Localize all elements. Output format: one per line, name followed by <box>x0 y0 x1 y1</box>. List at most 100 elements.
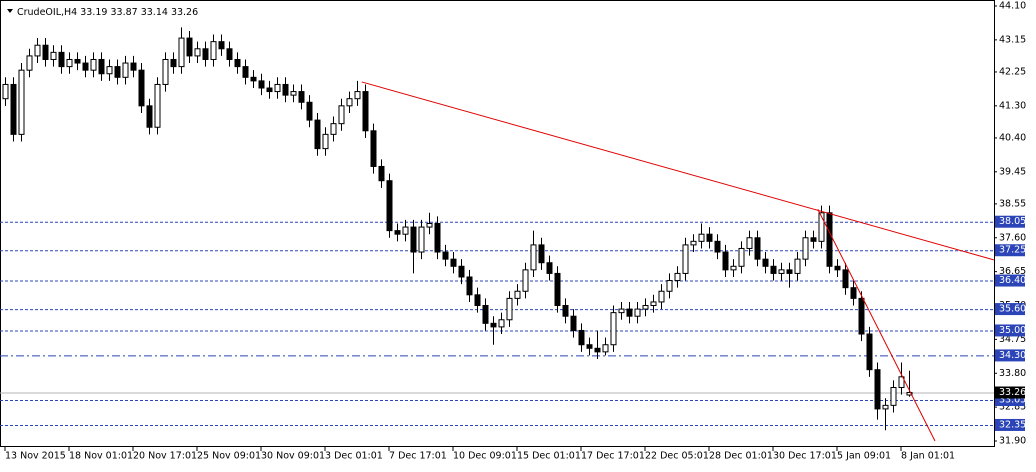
candle-body <box>866 333 873 371</box>
candle-body <box>658 290 665 303</box>
y-tick-label: 39.45 <box>999 166 1026 177</box>
candle-body <box>666 280 673 292</box>
candle-body <box>466 276 473 296</box>
x-tick-label: 20 Nov 17:01 <box>133 451 197 462</box>
candle-body <box>794 258 801 274</box>
candle-body <box>738 247 745 267</box>
plot-frame <box>0 0 995 447</box>
candle-body <box>778 269 785 274</box>
candle-body <box>850 287 857 299</box>
candle-body <box>762 258 769 267</box>
candle-body <box>370 130 377 167</box>
candle-body <box>514 290 521 299</box>
candle-body <box>50 51 57 60</box>
candle-body <box>170 58 177 68</box>
symbol: CrudeOIL,H4 <box>17 7 77 18</box>
candle-body <box>146 105 153 128</box>
price-box-label: 38.05 <box>999 216 1026 227</box>
candle-body <box>506 297 513 321</box>
price-box <box>995 274 1025 287</box>
candle-body <box>138 69 145 107</box>
price-box-label: 35.00 <box>999 325 1026 336</box>
candle-body <box>498 319 505 328</box>
x-tick-label: 10 Dec 09:01 <box>453 451 517 462</box>
candle-body <box>402 226 409 235</box>
candle-body <box>906 392 913 396</box>
candle-body <box>290 91 297 96</box>
candle-body <box>770 265 777 274</box>
price-box-label: 34.30 <box>999 350 1026 361</box>
price-box <box>995 215 1025 228</box>
y-tick-label: 36.65 <box>999 266 1026 277</box>
plot-area <box>0 27 994 442</box>
candle-body <box>858 297 865 335</box>
x-tick-label: 7 Dec 17:01 <box>389 451 447 462</box>
x-tick-label: 3 Dec 01:01 <box>325 451 383 462</box>
candle-body <box>434 223 441 253</box>
candle-body <box>98 58 105 75</box>
candle-body <box>234 58 241 68</box>
candle-body <box>226 48 233 60</box>
candle-body <box>826 212 833 267</box>
price-box-label: 37.25 <box>999 245 1026 256</box>
candle-body <box>786 269 793 274</box>
candle-body <box>746 237 753 249</box>
candle-body <box>714 240 721 253</box>
candle-body <box>562 305 569 317</box>
candle-body <box>26 55 33 71</box>
candle-body <box>618 308 625 314</box>
ohlc-high: 33.87 <box>110 7 137 18</box>
candle-body <box>834 265 841 271</box>
candle-body <box>730 265 737 271</box>
candle-body <box>122 62 129 78</box>
candle-body <box>530 244 537 271</box>
candle-body <box>186 37 193 57</box>
candle-body <box>42 44 49 60</box>
candle-body <box>362 91 369 132</box>
candle-body <box>330 123 337 135</box>
x-tick-label: 5 Jan 09:01 <box>837 451 891 462</box>
candle-body <box>82 62 89 71</box>
trendline <box>361 81 994 261</box>
candle-body <box>634 308 641 317</box>
candle-body <box>314 119 321 150</box>
candle-body <box>250 76 257 82</box>
candle-body <box>698 233 705 242</box>
candle-body <box>106 66 113 75</box>
candle-body <box>194 48 201 57</box>
y-tick-label: 42.25 <box>999 66 1026 77</box>
candle-body <box>162 58 169 85</box>
y-tick-label: 43.15 <box>999 34 1026 45</box>
candle-body <box>898 376 905 389</box>
candle-body <box>218 41 225 50</box>
candle-body <box>66 58 73 68</box>
price-box-label: 33.26 <box>999 387 1026 398</box>
candle-body <box>842 269 849 289</box>
price-box-label: 36.40 <box>999 275 1026 286</box>
candle-body <box>34 44 41 57</box>
x-tick-label: 30 Nov 09:01 <box>261 451 325 462</box>
candle-body <box>578 329 585 346</box>
candle-body <box>178 37 185 68</box>
candle-body <box>482 305 489 324</box>
candle-body <box>154 83 161 128</box>
price-box <box>995 418 1025 431</box>
candle-body <box>674 272 681 282</box>
candle-body <box>130 62 137 71</box>
y-tick-label: 34.75 <box>999 334 1026 345</box>
candle-body <box>274 83 281 93</box>
candle-body <box>354 91 361 100</box>
menu-arrow[interactable] <box>7 9 13 13</box>
candle-body <box>10 83 17 135</box>
candle-body <box>266 87 273 93</box>
x-tick-label: 22 Dec 05:01 <box>645 451 709 462</box>
chart-header: CrudeOIL,H4 33.19 33.87 33.14 33.26 <box>17 7 198 18</box>
y-tick-label: 37.60 <box>999 232 1026 243</box>
y-tick-label: 33.80 <box>999 368 1026 379</box>
candle-body <box>394 230 401 235</box>
candle-body <box>378 165 385 182</box>
candle-body <box>58 51 65 68</box>
y-tick-label: 44.10 <box>999 1 1026 12</box>
candle-body <box>258 80 265 89</box>
